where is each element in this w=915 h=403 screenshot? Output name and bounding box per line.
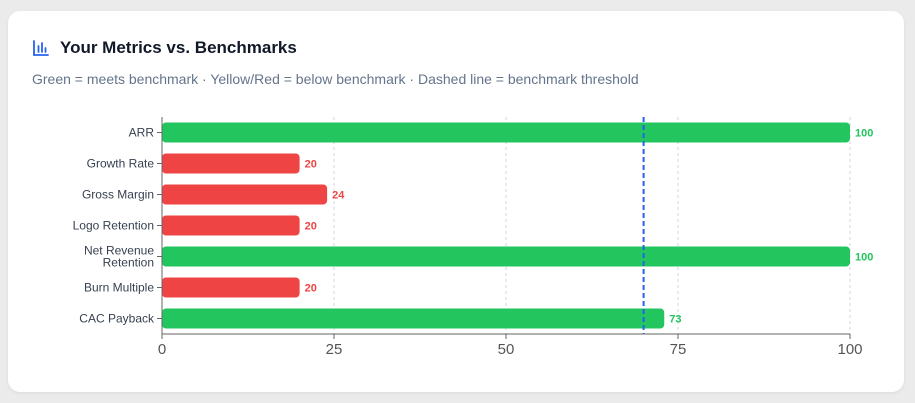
bar (162, 184, 328, 205)
x-tick-label: 75 (670, 341, 687, 358)
x-tick-label: 100 (837, 341, 862, 358)
category-label: Gross Margin (82, 188, 154, 202)
data-label: 20 (305, 221, 317, 233)
card-header: Your Metrics vs. Benchmarks (32, 38, 297, 58)
category-label: Logo Retention (73, 219, 154, 233)
category-label: Burn Multiple (84, 281, 154, 295)
bar (162, 122, 850, 143)
category-label: Net Revenue Retention (84, 244, 154, 270)
bar (162, 153, 300, 174)
data-label: 20 (305, 283, 317, 295)
bar-chart-icon (33, 40, 49, 56)
bar (162, 215, 300, 236)
category-label: Growth Rate (87, 157, 155, 171)
data-label: 24 (332, 190, 345, 202)
data-label: 73 (669, 314, 681, 326)
x-tick-label: 0 (158, 341, 166, 358)
x-tick-label: 50 (498, 341, 515, 358)
bar (162, 308, 665, 329)
chart-title: Your Metrics vs. Benchmarks (60, 38, 297, 57)
data-label: 100 (855, 128, 873, 140)
x-tick-label: 25 (326, 341, 343, 358)
category-label: CAC Payback (79, 312, 155, 326)
data-label: 20 (305, 159, 317, 171)
data-label: 100 (855, 252, 873, 264)
bar (162, 277, 300, 298)
bar (162, 246, 850, 267)
category-label: ARR (129, 126, 155, 140)
chart-subtitle: Green = meets benchmark · Yellow/Red = b… (32, 71, 639, 87)
